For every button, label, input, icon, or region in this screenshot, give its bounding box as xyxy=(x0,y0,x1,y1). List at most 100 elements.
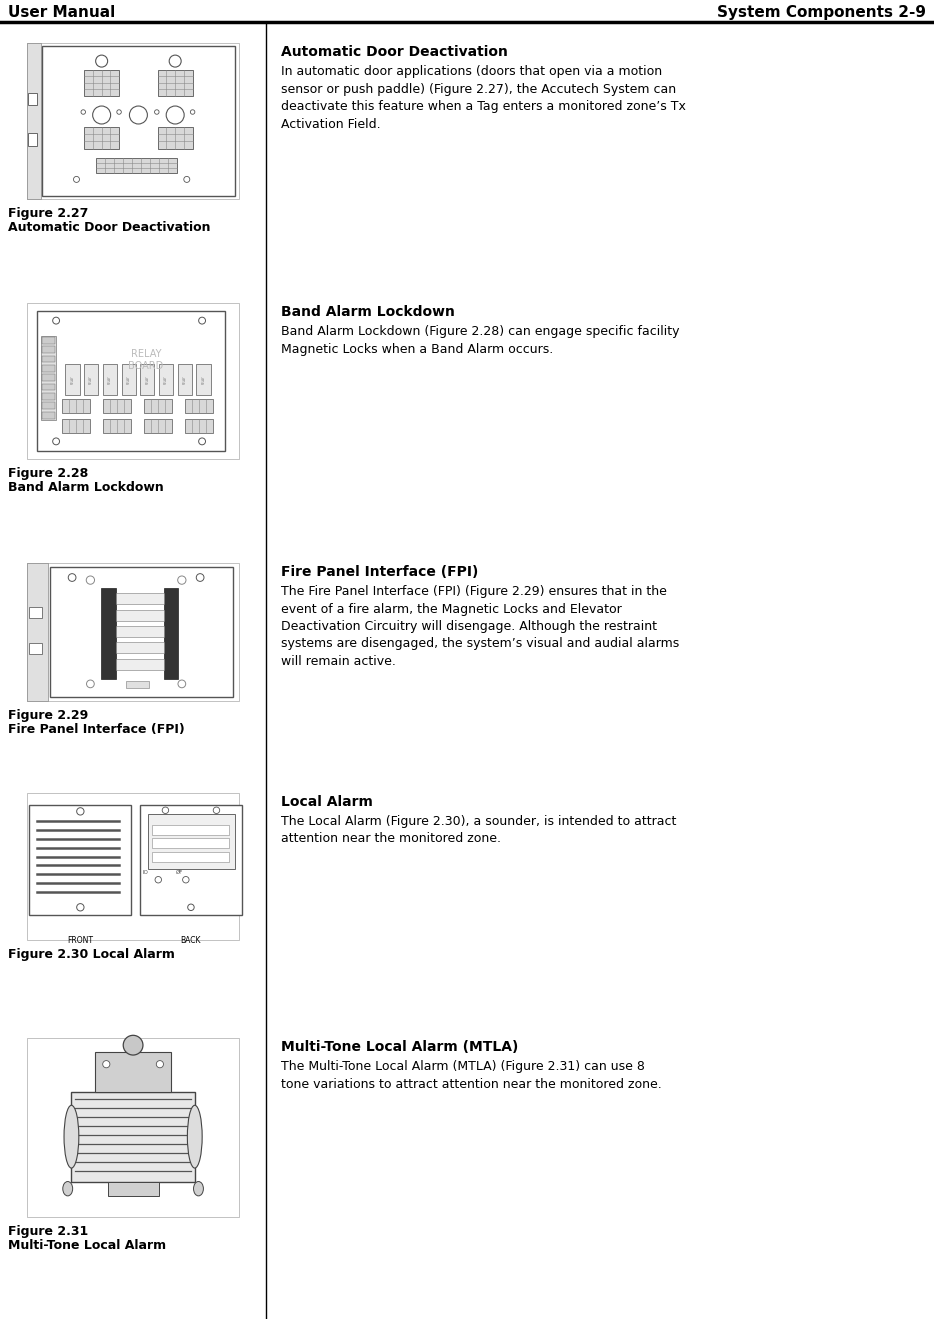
Text: Fire Panel Interface (FPI): Fire Panel Interface (FPI) xyxy=(8,723,185,736)
Bar xyxy=(152,824,229,835)
Bar xyxy=(27,303,239,459)
Text: Figure 2.27: Figure 2.27 xyxy=(8,207,89,220)
Circle shape xyxy=(74,177,79,182)
Circle shape xyxy=(130,106,148,124)
Bar xyxy=(185,400,213,413)
Text: Band Alarm Lockdown: Band Alarm Lockdown xyxy=(8,481,163,495)
Bar xyxy=(163,588,178,679)
Circle shape xyxy=(188,904,194,910)
Bar xyxy=(42,375,54,381)
Bar xyxy=(103,364,117,394)
Circle shape xyxy=(95,55,107,67)
Text: Figure 2.29: Figure 2.29 xyxy=(8,710,88,721)
Bar xyxy=(42,365,54,372)
Bar xyxy=(42,46,235,197)
Bar xyxy=(158,70,192,95)
Bar xyxy=(27,44,239,199)
Circle shape xyxy=(191,109,195,115)
Circle shape xyxy=(81,109,86,115)
Circle shape xyxy=(169,55,181,67)
Circle shape xyxy=(177,576,186,584)
Text: The Fire Panel Interface (FPI) (Figure 2.29) ensures that in the
event of a fire: The Fire Panel Interface (FPI) (Figure 2… xyxy=(281,586,679,667)
Bar xyxy=(125,682,149,687)
Circle shape xyxy=(184,177,190,182)
Circle shape xyxy=(156,1060,163,1068)
Bar xyxy=(158,127,192,149)
Bar xyxy=(27,1038,239,1217)
Bar xyxy=(84,70,119,95)
Circle shape xyxy=(123,1035,143,1055)
Text: Local Alarm: Local Alarm xyxy=(281,795,373,809)
Bar xyxy=(116,658,163,670)
Bar xyxy=(37,311,224,451)
Bar xyxy=(27,793,239,940)
Circle shape xyxy=(196,574,204,582)
Bar xyxy=(27,44,40,199)
Text: RELAY: RELAY xyxy=(90,376,93,384)
Text: User Manual: User Manual xyxy=(8,5,115,20)
Bar xyxy=(177,364,191,394)
Bar xyxy=(152,839,229,848)
Text: RELAY
BOARD: RELAY BOARD xyxy=(128,348,163,371)
Bar xyxy=(71,1092,195,1182)
Text: Figure 2.28: Figure 2.28 xyxy=(8,467,88,480)
Bar xyxy=(29,805,132,915)
Ellipse shape xyxy=(64,1105,78,1169)
Bar xyxy=(42,356,54,363)
Circle shape xyxy=(103,1060,110,1068)
Circle shape xyxy=(213,807,219,814)
Bar xyxy=(103,400,131,413)
Text: System Components 2-9: System Components 2-9 xyxy=(717,5,926,20)
Ellipse shape xyxy=(188,1105,202,1169)
Bar xyxy=(50,567,234,696)
Text: Automatic Door Deactivation: Automatic Door Deactivation xyxy=(281,45,508,59)
Bar xyxy=(196,364,210,394)
Bar xyxy=(103,419,131,433)
Bar xyxy=(28,133,37,146)
Bar xyxy=(102,588,116,679)
Bar xyxy=(185,419,213,433)
Ellipse shape xyxy=(193,1182,204,1196)
Circle shape xyxy=(155,877,162,882)
Bar xyxy=(116,609,163,620)
Bar xyxy=(159,364,173,394)
Text: Automatic Door Deactivation: Automatic Door Deactivation xyxy=(8,222,210,233)
Bar xyxy=(29,607,42,619)
Bar xyxy=(84,364,98,394)
Bar xyxy=(121,364,135,394)
Circle shape xyxy=(77,807,84,815)
Text: RELAY: RELAY xyxy=(70,376,75,384)
Bar xyxy=(84,127,119,149)
Circle shape xyxy=(154,109,159,115)
Text: RELAY: RELAY xyxy=(183,376,187,384)
Text: IO: IO xyxy=(143,871,149,876)
Text: RELAY: RELAY xyxy=(127,376,131,384)
Bar xyxy=(107,1182,159,1196)
Bar xyxy=(144,400,172,413)
Bar xyxy=(116,594,163,604)
Circle shape xyxy=(199,438,205,445)
Circle shape xyxy=(163,807,169,814)
Bar xyxy=(149,814,234,869)
Bar xyxy=(41,336,56,421)
Circle shape xyxy=(117,109,121,115)
Bar xyxy=(96,158,177,173)
Circle shape xyxy=(199,317,205,324)
Circle shape xyxy=(68,574,76,582)
Bar xyxy=(116,627,163,637)
Text: Figure 2.30 Local Alarm: Figure 2.30 Local Alarm xyxy=(8,948,175,962)
Text: Multi-Tone Local Alarm: Multi-Tone Local Alarm xyxy=(8,1240,166,1253)
Bar xyxy=(140,364,154,394)
Text: RELAY: RELAY xyxy=(202,376,205,384)
Text: Fire Panel Interface (FPI): Fire Panel Interface (FPI) xyxy=(281,565,478,579)
Bar xyxy=(140,805,242,915)
Circle shape xyxy=(87,681,94,687)
Bar xyxy=(27,563,239,700)
Bar xyxy=(29,644,42,654)
Text: Band Alarm Lockdown: Band Alarm Lockdown xyxy=(281,305,455,319)
Text: Figure 2.31: Figure 2.31 xyxy=(8,1225,88,1239)
Circle shape xyxy=(52,438,60,445)
Bar xyxy=(65,364,79,394)
Bar xyxy=(42,402,54,409)
Bar xyxy=(28,92,37,106)
